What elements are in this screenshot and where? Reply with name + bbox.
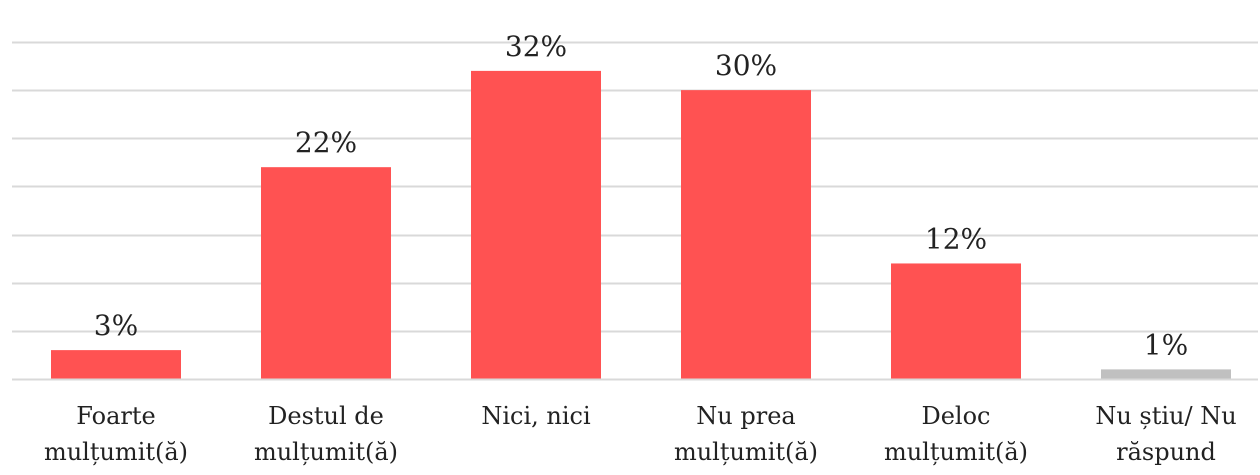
category-label-line: mulțumit(ă) <box>884 438 1028 466</box>
category-label-line: Destul de <box>268 402 384 430</box>
category-label-line: Nu știu/ Nu <box>1095 402 1236 430</box>
category-label-line: Deloc <box>921 402 990 430</box>
bar <box>1101 369 1231 379</box>
bars <box>51 70 1231 380</box>
category-label: Deloc mulțumit(ă) <box>884 402 1028 466</box>
category-label-line: Foarte <box>76 402 155 430</box>
data-label: 22% <box>295 126 357 159</box>
bar <box>471 70 601 379</box>
category-label-line: Nici, nici <box>481 402 591 430</box>
category-label: Foarte mulțumit(ă) <box>44 402 188 466</box>
bar <box>261 167 391 379</box>
category-label: Nu prea mulțumit(ă) <box>674 402 818 466</box>
category-label-line: răspund <box>1116 438 1216 466</box>
category-label-line: mulțumit(ă) <box>674 438 818 466</box>
category-label-line: Nu prea <box>696 402 795 430</box>
data-label: 30% <box>715 49 777 82</box>
category-label: Nu știu/ Nu răspund <box>1095 402 1236 466</box>
data-label: 12% <box>925 222 987 255</box>
category-label-line: mulțumit(ă) <box>254 438 398 466</box>
data-label: 1% <box>1144 328 1188 361</box>
category-label: Destul de mulțumit(ă) <box>254 402 398 466</box>
bar <box>891 263 1021 379</box>
category-label-line: mulțumit(ă) <box>44 438 188 466</box>
category-labels: Foarte mulțumit(ă) Destul de mulțumit(ă) Nic… <box>44 402 1237 466</box>
data-label: 32% <box>505 30 567 63</box>
bar <box>51 350 181 379</box>
bar <box>681 90 811 380</box>
category-label: Nici, nici <box>481 402 591 430</box>
data-labels: 3% 22% 32% 30% 12% 1% <box>94 30 1188 361</box>
data-label: 3% <box>94 309 138 342</box>
gridlines <box>12 41 1258 333</box>
